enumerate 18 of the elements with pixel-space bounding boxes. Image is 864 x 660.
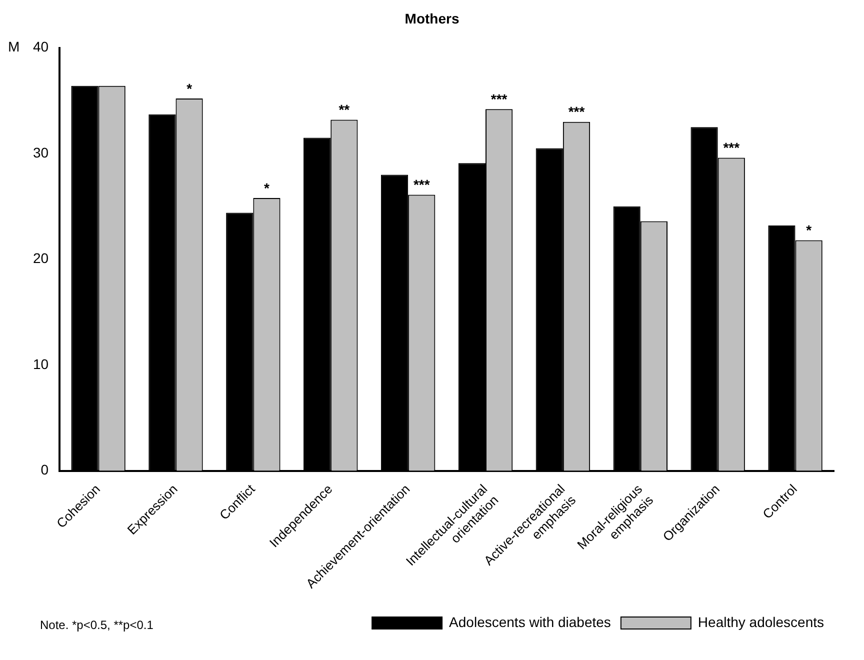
- chart-title: Mothers: [404, 10, 460, 26]
- y-tick-label: 30: [32, 144, 49, 160]
- annotation: *: [264, 180, 270, 196]
- y-tick-label: 0: [40, 462, 49, 478]
- y-tick-label: 40: [32, 38, 49, 55]
- legend-label: Adolescents with diabetes: [449, 614, 611, 630]
- annotation: ***: [723, 140, 740, 156]
- y-axis-title: M: [8, 38, 20, 55]
- annotation: ***: [568, 104, 586, 120]
- annotation: *: [186, 80, 193, 96]
- y-tick-label: 20: [32, 250, 49, 266]
- y-tick-label: 10: [32, 356, 49, 372]
- legend-label: Healthy adolescents: [698, 614, 824, 630]
- annotation: *: [806, 222, 812, 238]
- text: Note. *p<0.5, **p<0.1: [40, 618, 154, 632]
- annotation: ***: [490, 90, 508, 107]
- annotation: ***: [413, 176, 430, 193]
- annotation: **: [338, 102, 350, 118]
